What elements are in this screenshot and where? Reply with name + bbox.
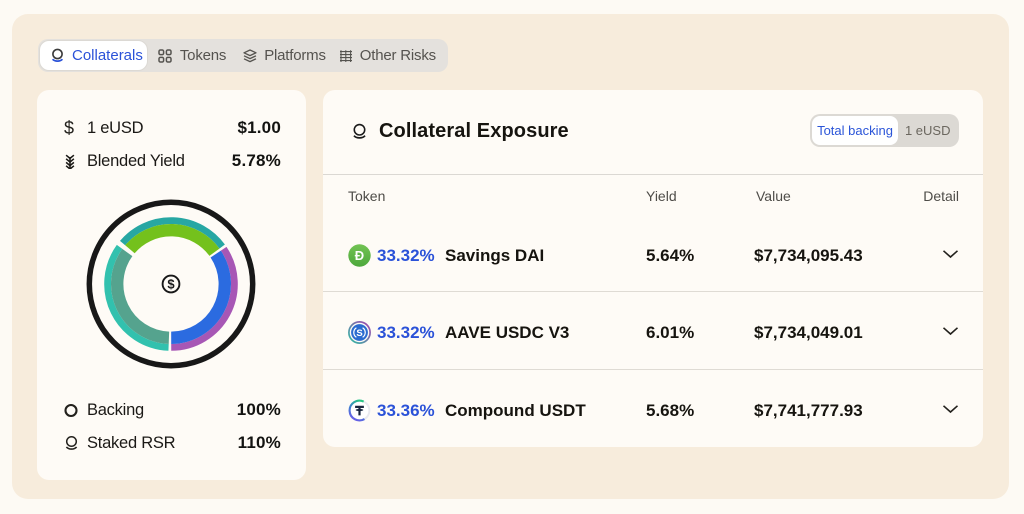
svg-text:S: S (356, 328, 362, 339)
svg-text:Ð: Ð (355, 248, 364, 263)
svg-text:$: $ (167, 277, 175, 292)
